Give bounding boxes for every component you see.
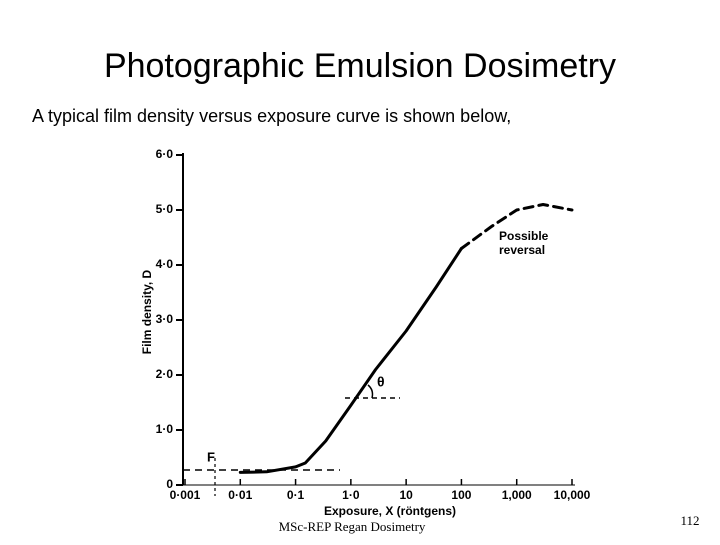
x-tick-label: 10,000 <box>554 488 591 502</box>
x-tick-label: 1,000 <box>502 488 532 502</box>
x-tick-label: 0·001 <box>170 488 201 502</box>
slide-title: Photographic Emulsion Dosimetry <box>104 47 616 85</box>
y-tick-label: 0 <box>166 477 173 491</box>
annotation: Possible <box>499 229 549 243</box>
chart: θ F Possible reversal Exposure, X (röntg… <box>140 147 591 518</box>
footer: MSc-REP Regan Dosimetry <box>279 519 426 534</box>
x-tick-label: 1·0 <box>342 488 360 502</box>
x-tick-label: 0·1 <box>287 488 305 502</box>
theta-label: θ <box>377 374 385 390</box>
x-tick-label: 0·01 <box>228 488 252 502</box>
annotation: reversal <box>499 243 545 257</box>
slide-subtitle: A typical film density versus exposure c… <box>32 106 511 126</box>
x-tick-label: 10 <box>399 488 413 502</box>
y-tick-label: 5·0 <box>156 202 174 216</box>
y-tick-label: 3·0 <box>156 312 174 326</box>
angle-arc <box>367 384 374 399</box>
curve <box>238 247 463 474</box>
x-tick-label: 100 <box>451 488 471 502</box>
fog-label: F <box>207 449 215 464</box>
y-tick-label: 4·0 <box>156 257 174 271</box>
y-axis-label: Film density, D <box>140 269 154 354</box>
y-tick-label: 6·0 <box>156 147 174 161</box>
y-tick-label: 2·0 <box>156 367 174 381</box>
curve <box>459 203 574 250</box>
x-axis-label: Exposure, X (röntgens) <box>324 504 456 518</box>
y-tick-label: 1·0 <box>156 422 174 436</box>
page-number: 112 <box>680 513 699 528</box>
